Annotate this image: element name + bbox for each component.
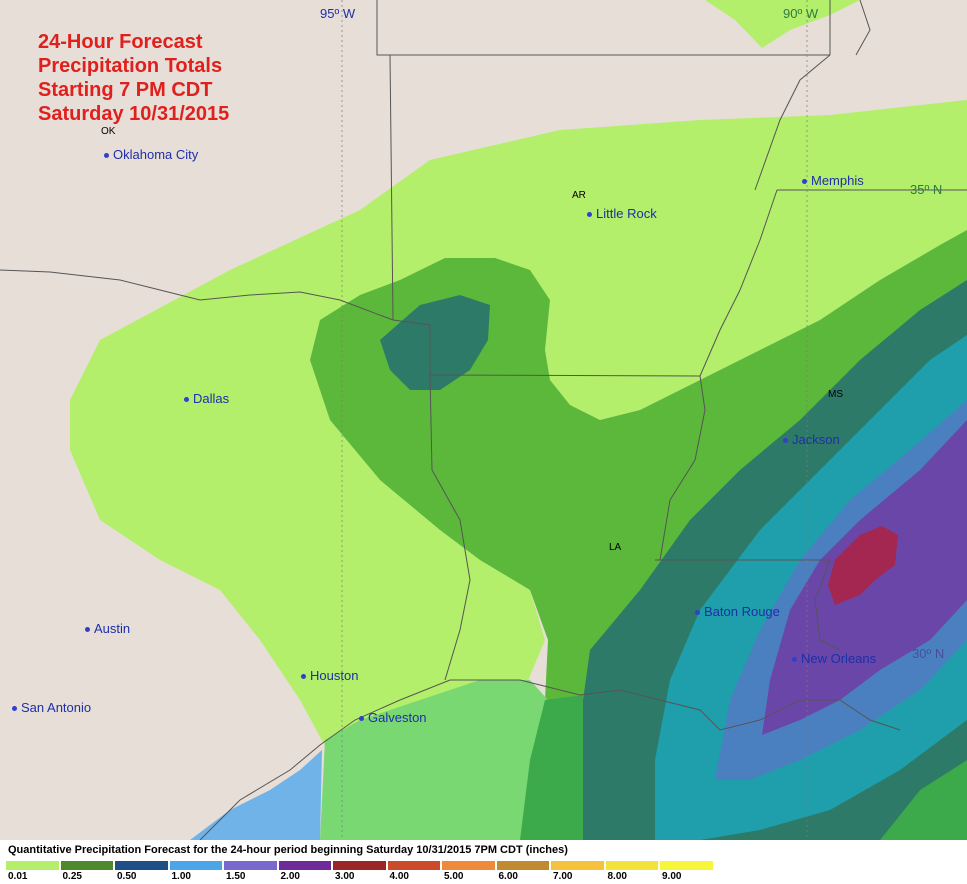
city-label: Baton Rouge: [704, 604, 780, 619]
state-borders: [0, 0, 967, 681]
city-marker-icon: [301, 674, 306, 680]
legend-swatch: [660, 861, 713, 870]
gulf-zone-east: [830, 720, 967, 840]
city-label: Dallas: [193, 391, 230, 406]
city-label: San Antonio: [21, 700, 92, 715]
legend-swatch: [169, 861, 222, 870]
city-memphis: Memphis: [802, 173, 864, 188]
legend-swatch: [551, 861, 604, 870]
legend: Quantitative Precipitation Forecast for …: [0, 840, 967, 884]
city-marker-icon: [359, 716, 364, 722]
city-label: Little Rock: [596, 206, 657, 221]
state-label-la: LA: [609, 542, 622, 553]
legend-swatch: [60, 861, 113, 870]
gulf-zone-light-green: [320, 680, 548, 840]
precip-zone-northeast-green: [705, 0, 860, 48]
legend-label: 6.00: [498, 871, 518, 882]
city-label: Oklahoma City: [113, 147, 199, 162]
city-label: Austin: [94, 621, 131, 636]
legend-label: 1.50: [226, 871, 246, 882]
city-galveston: Galveston: [359, 710, 427, 725]
precip-zone-0.01: [70, 100, 967, 755]
city-oklahoma-city: Oklahoma City: [104, 147, 198, 162]
legend-swatch: [333, 861, 386, 870]
legend-label: 2.00: [280, 871, 300, 882]
city-label: Galveston: [368, 710, 427, 725]
city-san-antonio: San Antonio: [12, 700, 91, 715]
legend-label: 9.00: [662, 871, 682, 882]
legend-swatch: [496, 861, 549, 870]
state-label-ar: AR: [572, 190, 586, 201]
lat-35-label: 35º N: [910, 182, 943, 197]
legend-label: 7.00: [553, 871, 573, 882]
city-label: Jackson: [792, 432, 840, 447]
city-marker-icon: [85, 627, 90, 633]
precip-zone-3.00: [828, 526, 898, 605]
state-label-ok: OK: [101, 126, 116, 137]
legend-label: 8.00: [607, 871, 627, 882]
state-label-ms: MS: [828, 389, 843, 400]
legend-swatch: [6, 861, 59, 870]
legend-title: Quantitative Precipitation Forecast for …: [8, 844, 568, 856]
city-austin: Austin: [85, 621, 130, 636]
city-dallas: Dallas: [184, 391, 229, 406]
city-marker-icon: [12, 706, 17, 712]
city-marker-icon: [802, 179, 807, 185]
city-marker-icon: [783, 438, 788, 444]
city-marker-icon: [792, 657, 797, 663]
grid-lines: [341, 0, 808, 840]
legend-label: 0.50: [117, 871, 137, 882]
city-marker-icon: [695, 610, 700, 616]
lat-30-label: 30º N: [912, 646, 945, 661]
title-line-2: Precipitation Totals: [38, 55, 223, 77]
legend-swatch: [387, 861, 440, 870]
city-label: Houston: [310, 668, 359, 683]
legend-label: 0.25: [62, 871, 82, 882]
lon-90-label: 90º W: [783, 6, 819, 21]
city-marker-icon: [184, 397, 189, 403]
city-new-orleans: New Orleans: [792, 651, 876, 666]
legend-swatch: [605, 861, 658, 870]
gulf-zone-green: [520, 695, 583, 840]
legend-label: 5.00: [444, 871, 464, 882]
city-jackson: Jackson: [783, 432, 840, 447]
title-line-1: 24-Hour Forecast: [38, 31, 203, 53]
legend-swatch: [442, 861, 495, 870]
map-title: 24-Hour Forecast Precipitation Totals St…: [38, 30, 229, 126]
legend-swatch: [224, 861, 277, 870]
city-marker-icon: [104, 153, 109, 159]
city-label: New Orleans: [801, 651, 877, 666]
legend-label: 0.01: [8, 871, 28, 882]
legend-label: 1.00: [171, 871, 191, 882]
city-marker-icon: [587, 212, 592, 218]
title-line-4: Saturday 10/31/2015: [38, 103, 230, 125]
legend-swatch: [115, 861, 168, 870]
city-label: Memphis: [811, 173, 864, 188]
legend-label: 3.00: [335, 871, 355, 882]
city-little-rock: Little Rock: [587, 206, 657, 221]
gulf-zone-southeast: [880, 760, 967, 840]
lon-95-label: 95º W: [320, 6, 356, 21]
precip-zone-0.50-north: [380, 295, 490, 390]
title-line-3: Starting 7 PM CDT: [38, 79, 213, 101]
legend-label: 4.00: [389, 871, 409, 882]
city-baton-rouge: Baton Rouge: [695, 604, 780, 619]
city-houston: Houston: [301, 668, 358, 683]
legend-swatch: [278, 861, 331, 870]
